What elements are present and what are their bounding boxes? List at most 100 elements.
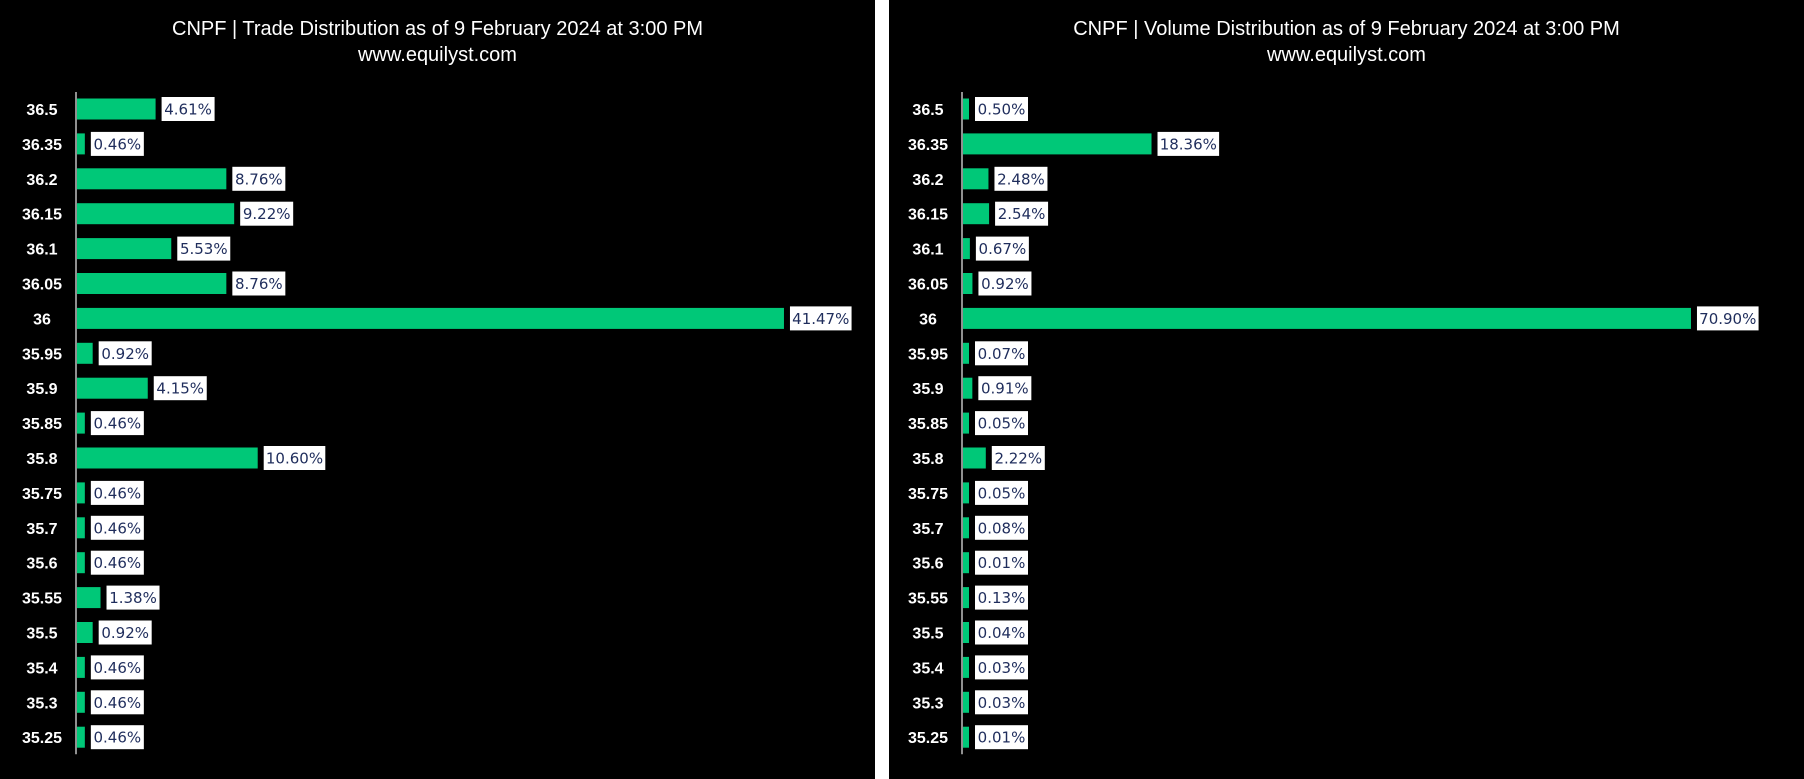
data-label-box bbox=[153, 376, 207, 401]
bar bbox=[77, 587, 101, 609]
data-label: 0.46% bbox=[94, 484, 142, 502]
data-label: 2.54% bbox=[998, 205, 1046, 223]
bar bbox=[963, 98, 969, 120]
data-label-box bbox=[161, 97, 215, 121]
y-tick-label: 35.55 bbox=[908, 591, 948, 608]
data-label: 0.05% bbox=[978, 484, 1026, 502]
y-tick-label: 35.3 bbox=[26, 695, 57, 712]
bar bbox=[77, 622, 93, 643]
bar bbox=[77, 342, 93, 364]
data-label-box bbox=[263, 446, 326, 470]
data-label: 0.03% bbox=[978, 694, 1026, 712]
data-label-box bbox=[975, 411, 1028, 436]
bar bbox=[963, 482, 969, 504]
bar bbox=[77, 726, 85, 748]
bar bbox=[963, 726, 969, 748]
y-tick-label: 36.35 bbox=[908, 137, 948, 154]
data-label: 0.92% bbox=[981, 275, 1029, 293]
y-tick-label: 36.2 bbox=[26, 172, 57, 189]
y-tick-label: 35.85 bbox=[908, 416, 948, 433]
data-label: 8.76% bbox=[235, 170, 283, 188]
y-tick-label: 35.6 bbox=[26, 556, 57, 573]
bar bbox=[77, 203, 235, 225]
data-label-box bbox=[975, 690, 1028, 715]
volume-distribution-chart: 36.5 0.50% 36.35 18.36% 36.2 2.48% 36.15 2.54% 3… bbox=[908, 92, 1759, 755]
data-label-box bbox=[90, 655, 144, 680]
data-label-box bbox=[975, 620, 1028, 645]
y-tick-label: 36.05 bbox=[22, 277, 62, 294]
data-label-box bbox=[789, 306, 852, 331]
data-label-box bbox=[90, 690, 144, 715]
data-label: 0.07% bbox=[978, 345, 1026, 363]
bar bbox=[77, 517, 85, 539]
data-label-box bbox=[90, 515, 144, 540]
data-label-box bbox=[90, 725, 144, 750]
y-tick-label: 35.75 bbox=[22, 486, 62, 503]
data-label: 0.13% bbox=[978, 589, 1026, 607]
data-label: 4.15% bbox=[156, 380, 204, 398]
data-label-box bbox=[975, 480, 1028, 505]
data-label-box bbox=[978, 376, 1032, 401]
chart-subtitle: www.equilyst.com bbox=[1267, 44, 1426, 66]
y-tick-label: 36.1 bbox=[912, 242, 943, 259]
data-label: 18.36% bbox=[1160, 135, 1217, 153]
data-label-box bbox=[106, 585, 160, 610]
data-label: 9.22% bbox=[243, 205, 291, 223]
data-label: 4.61% bbox=[164, 101, 212, 119]
y-tick-label: 35.3 bbox=[912, 695, 943, 712]
data-label-box bbox=[1696, 306, 1759, 331]
chart-title-main: CNPF | Trade Distribution as of 9 Februa… bbox=[172, 18, 703, 40]
data-label-box bbox=[90, 411, 144, 436]
bar bbox=[963, 238, 970, 260]
data-label-box bbox=[995, 201, 1049, 226]
y-tick-label: 36.15 bbox=[22, 207, 62, 224]
bar bbox=[963, 133, 1152, 155]
data-label-box bbox=[232, 271, 286, 296]
data-label: 0.46% bbox=[94, 135, 142, 153]
y-tick-label: 36.5 bbox=[912, 102, 943, 119]
bar bbox=[77, 691, 85, 713]
data-label: 0.50% bbox=[978, 101, 1026, 119]
data-label: 0.46% bbox=[94, 729, 142, 747]
data-label-box bbox=[98, 341, 152, 366]
bar bbox=[963, 342, 969, 364]
y-tick-label: 36.2 bbox=[912, 172, 943, 189]
y-tick-label: 35.25 bbox=[908, 730, 948, 747]
data-label: 0.92% bbox=[101, 624, 149, 642]
data-label-box bbox=[991, 446, 1045, 470]
y-tick-label: 35.5 bbox=[26, 626, 57, 643]
y-tick-label: 35.95 bbox=[908, 346, 948, 363]
y-tick-label: 35.85 bbox=[22, 416, 62, 433]
y-tick-label: 35.9 bbox=[26, 381, 57, 398]
bar bbox=[77, 656, 85, 678]
data-label: 0.46% bbox=[94, 554, 142, 572]
data-label-box bbox=[232, 166, 286, 191]
bar bbox=[77, 168, 227, 190]
bar bbox=[77, 238, 172, 260]
bar bbox=[963, 273, 973, 294]
bar bbox=[963, 587, 969, 609]
data-label-box bbox=[975, 550, 1028, 575]
bar bbox=[963, 377, 973, 399]
data-label: 0.46% bbox=[94, 659, 142, 677]
y-tick-label: 35.5 bbox=[912, 626, 943, 643]
data-label-box bbox=[975, 236, 1029, 261]
data-label-box bbox=[1157, 131, 1220, 156]
y-tick-label: 36.05 bbox=[908, 277, 948, 294]
trade-distribution-chart: 36.5 4.61% 36.35 0.46% 36.2 8.76% 36.15 9.22% 36… bbox=[22, 92, 852, 755]
data-label: 2.22% bbox=[994, 450, 1042, 468]
y-tick-label: 35.8 bbox=[912, 451, 943, 468]
bar bbox=[77, 133, 85, 155]
y-tick-label: 35.4 bbox=[26, 660, 57, 677]
bar bbox=[77, 412, 85, 434]
bar bbox=[77, 552, 85, 574]
chart-subtitle: www.equilyst.com bbox=[358, 44, 517, 66]
y-tick-label: 35.95 bbox=[22, 346, 62, 363]
y-tick-label: 36.15 bbox=[908, 207, 948, 224]
y-tick-label: 35.55 bbox=[22, 591, 62, 608]
y-tick-label: 35.7 bbox=[26, 521, 57, 538]
y-tick-label: 36 bbox=[919, 311, 937, 328]
data-label: 0.46% bbox=[94, 694, 142, 712]
data-label: 41.47% bbox=[792, 310, 849, 328]
bar bbox=[77, 98, 156, 120]
